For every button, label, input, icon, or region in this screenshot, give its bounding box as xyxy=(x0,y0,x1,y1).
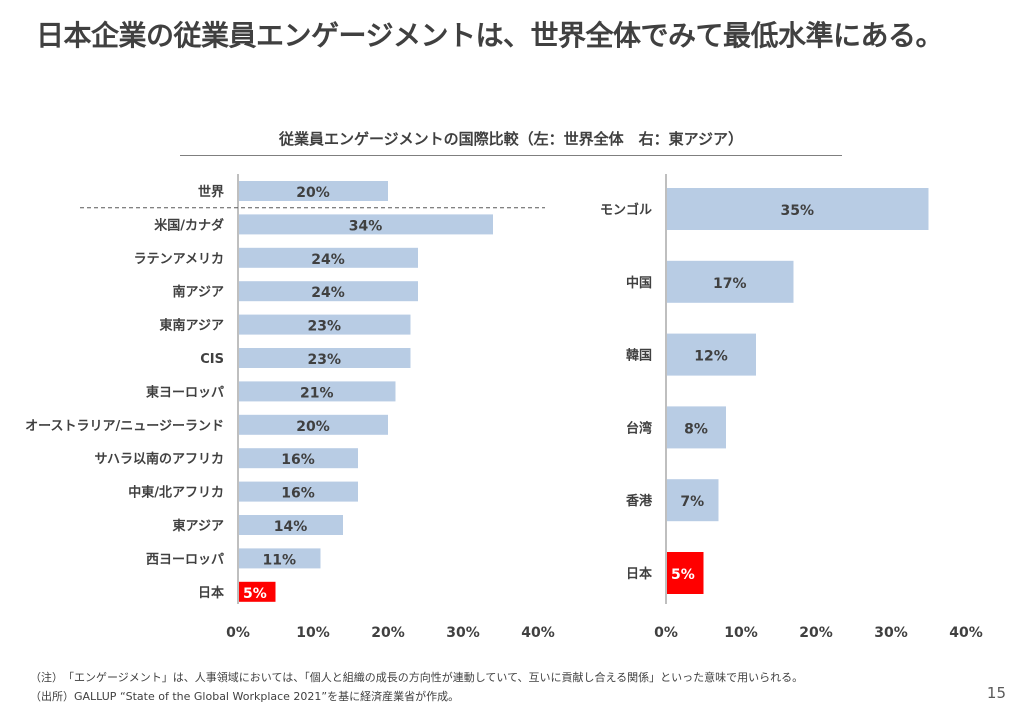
footnote-source: （出所）GALLUP “State of the Global Workplac… xyxy=(30,690,460,703)
left-value-label: 34% xyxy=(349,218,383,234)
left-bar xyxy=(239,548,321,569)
left-value-label: 24% xyxy=(311,252,345,268)
right-category-label: 韓国 xyxy=(626,348,652,364)
right-value-label: 5% xyxy=(671,567,695,583)
right-x-tick-label: 10% xyxy=(724,625,758,641)
left-bar xyxy=(239,214,493,235)
footnote-note: （注） 「エンゲージメント」は、人事領域においては、「個人と組織の成長の方向性が… xyxy=(30,671,804,684)
left-bar xyxy=(239,481,358,502)
left-bar xyxy=(239,348,411,368)
left-category-label: 東ヨーロッパ xyxy=(146,384,224,400)
left-category-label: 東南アジア xyxy=(160,318,224,334)
left-category-label: 日本 xyxy=(198,585,224,601)
right-bar xyxy=(667,260,794,303)
left-category-label: 中東/北アフリカ xyxy=(128,485,224,501)
right-category-label: 中国 xyxy=(626,275,652,291)
right-value-label: 8% xyxy=(684,421,708,437)
page-number: 15 xyxy=(986,684,1006,702)
left-bar xyxy=(239,381,396,402)
chart-title-rule xyxy=(180,155,842,156)
right-x-tick-label: 30% xyxy=(874,625,908,641)
right-bar xyxy=(667,333,756,376)
left-category-label: 南アジア xyxy=(173,284,224,300)
left-x-tick-label: 30% xyxy=(446,625,480,641)
left-category-label: サハラ以南のアフリカ xyxy=(95,451,224,467)
left-value-label: 14% xyxy=(274,519,308,535)
left-bar xyxy=(239,581,276,602)
right-x-tick-label: 0% xyxy=(654,625,678,641)
right-x-tick-label: 20% xyxy=(799,625,833,641)
left-value-label: 24% xyxy=(311,285,345,301)
right-value-label: 7% xyxy=(680,494,704,510)
left-bar xyxy=(239,281,418,302)
right-chart-east-asia: モンゴル 35% 中国 17% 韓国 12% 台湾 8% 香港 7% 日本 5% 0% 10% 20% 30%… xyxy=(600,174,983,641)
left-bar xyxy=(239,515,343,535)
left-value-label: 20% xyxy=(296,419,330,435)
left-value-label: 23% xyxy=(307,352,341,368)
left-x-tick-label: 40% xyxy=(521,625,555,641)
left-category-label: 東アジア xyxy=(173,518,224,534)
right-category-label: 台湾 xyxy=(626,420,652,436)
left-category-label: オーストラリア/ニュージーランド xyxy=(25,419,224,434)
right-bar xyxy=(667,406,726,449)
left-bar xyxy=(239,314,411,335)
left-bar xyxy=(239,247,418,268)
left-bar xyxy=(239,448,358,469)
right-value-label: 17% xyxy=(713,276,747,292)
right-x-tick-label: 40% xyxy=(949,625,983,641)
right-value-label: 12% xyxy=(694,349,728,365)
right-bar xyxy=(667,552,704,594)
left-bar xyxy=(239,414,388,435)
left-value-label: 16% xyxy=(281,452,315,468)
right-value-label: 35% xyxy=(780,203,814,219)
left-value-label: 21% xyxy=(300,385,334,401)
left-category-label: CIS xyxy=(200,352,224,367)
left-category-label: ラテンアメリカ xyxy=(134,252,224,267)
left-x-tick-label: 0% xyxy=(226,625,250,641)
chart-title: 従業員エンゲージメントの国際比較（左：世界全体 右：東アジア） xyxy=(278,130,744,148)
right-category-label: 香港 xyxy=(625,493,653,509)
left-value-label: 5% xyxy=(243,586,267,602)
left-value-label: 20% xyxy=(296,185,330,201)
right-category-label: 日本 xyxy=(626,566,652,582)
left-x-tick-label: 10% xyxy=(296,625,330,641)
right-category-label: モンゴル xyxy=(600,202,652,218)
left-value-label: 23% xyxy=(307,319,341,335)
left-bar xyxy=(239,181,388,201)
left-x-tick-label: 20% xyxy=(371,625,405,641)
left-category-label: 西ヨーロッパ xyxy=(146,552,224,567)
right-bar xyxy=(667,188,929,230)
left-category-label: 米国/カナダ xyxy=(154,217,224,233)
left-value-label: 11% xyxy=(262,552,296,568)
page-title: 日本企業の従業員エンゲージメントは、世界全体でみて最低水準にある。 xyxy=(36,19,943,52)
left-chart-world: 世界 20% 米国/カナダ 34% ラテンアメリカ 24% 南アジア 24% 東南アジア 23% C… xyxy=(25,174,555,641)
left-value-label: 16% xyxy=(281,486,315,502)
footnotes: （注） 「エンゲージメント」は、人事領域においては、「個人と組織の成長の方向性が… xyxy=(30,668,803,706)
right-bar xyxy=(667,479,719,522)
left-category-label: 世界 xyxy=(198,184,224,200)
